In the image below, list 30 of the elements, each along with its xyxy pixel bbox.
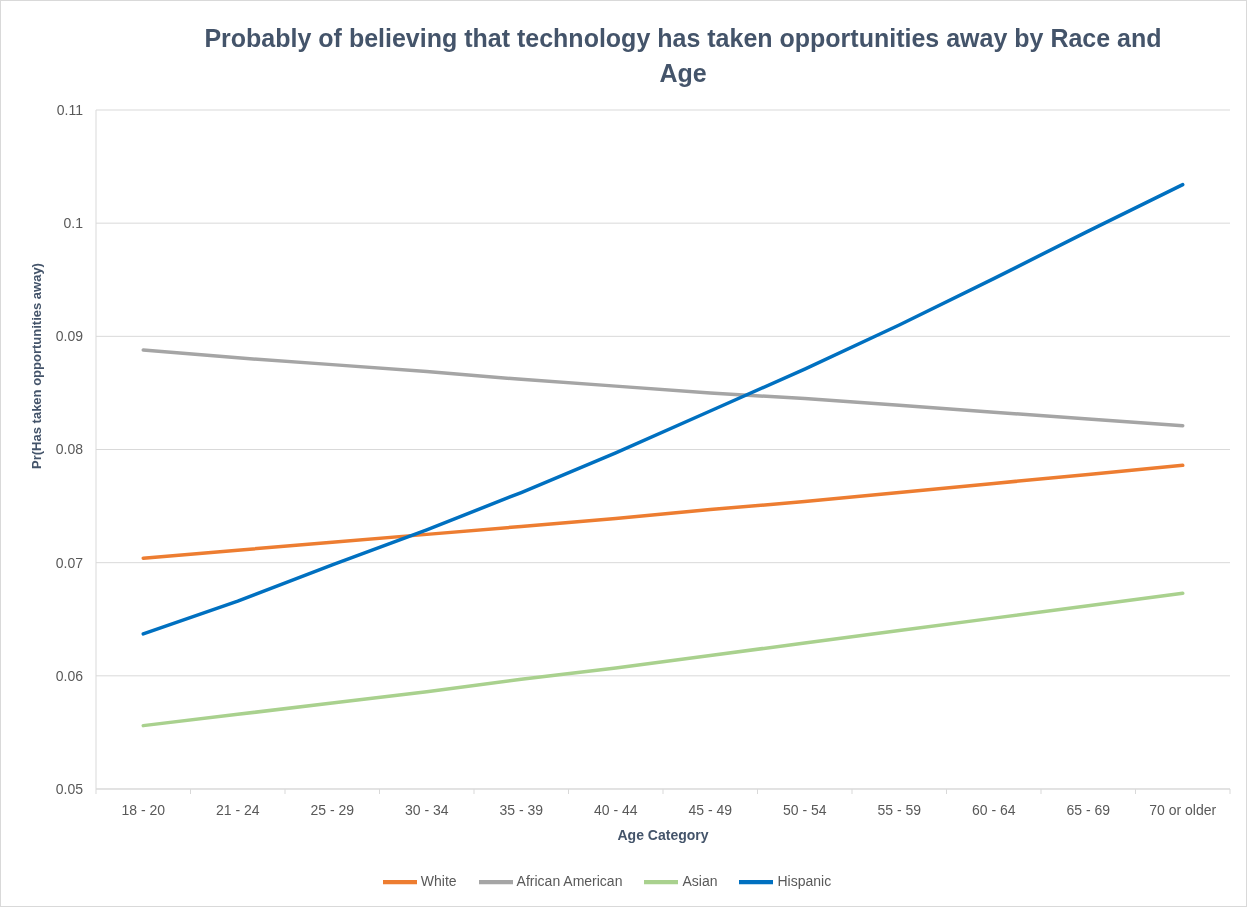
x-tick-label: 60 - 64 xyxy=(971,802,1016,819)
x-tick-label: 25 - 29 xyxy=(310,802,355,819)
x-tick-label: 18 - 20 xyxy=(121,802,166,819)
line-series xyxy=(141,182,1185,636)
y-tick-label: 0.07 xyxy=(55,554,84,571)
legend-label: White xyxy=(420,873,457,890)
legend-label: African American xyxy=(516,873,623,890)
y-tick-label: 0.1 xyxy=(63,215,84,232)
y-tick-label: 0.08 xyxy=(55,441,84,458)
x-tick-label: 55 - 59 xyxy=(877,802,922,819)
y-tick-label: 0.06 xyxy=(55,667,84,684)
x-tick-label: 50 - 54 xyxy=(782,802,827,819)
y-tick-label: 0.05 xyxy=(55,780,84,797)
line-series xyxy=(141,591,1185,728)
y-tick-label: 0.09 xyxy=(55,328,84,345)
line-series xyxy=(141,348,1185,428)
x-tick-label: 65 - 69 xyxy=(1066,802,1111,819)
y-axis-title: Pr(Has taken opportunities away) xyxy=(28,263,44,469)
x-tick-label: 70 or older xyxy=(1149,802,1217,819)
line-series xyxy=(141,463,1185,560)
x-tick-label: 35 - 39 xyxy=(499,802,544,819)
x-tick-label: 21 - 24 xyxy=(215,802,260,819)
legend-label: Asian xyxy=(682,873,718,890)
y-tick-label: 0.11 xyxy=(56,101,84,118)
chart-title: Probably of believing that technology has taken opportunities away by Race and Age xyxy=(203,23,1163,89)
x-tick-label: 40 - 44 xyxy=(593,802,638,819)
x-tick-label: 30 - 34 xyxy=(404,802,449,819)
x-tick-label: 45 - 49 xyxy=(688,802,733,819)
x-axis-title: Age Category xyxy=(617,826,709,843)
legend-label: Hispanic xyxy=(777,873,832,890)
